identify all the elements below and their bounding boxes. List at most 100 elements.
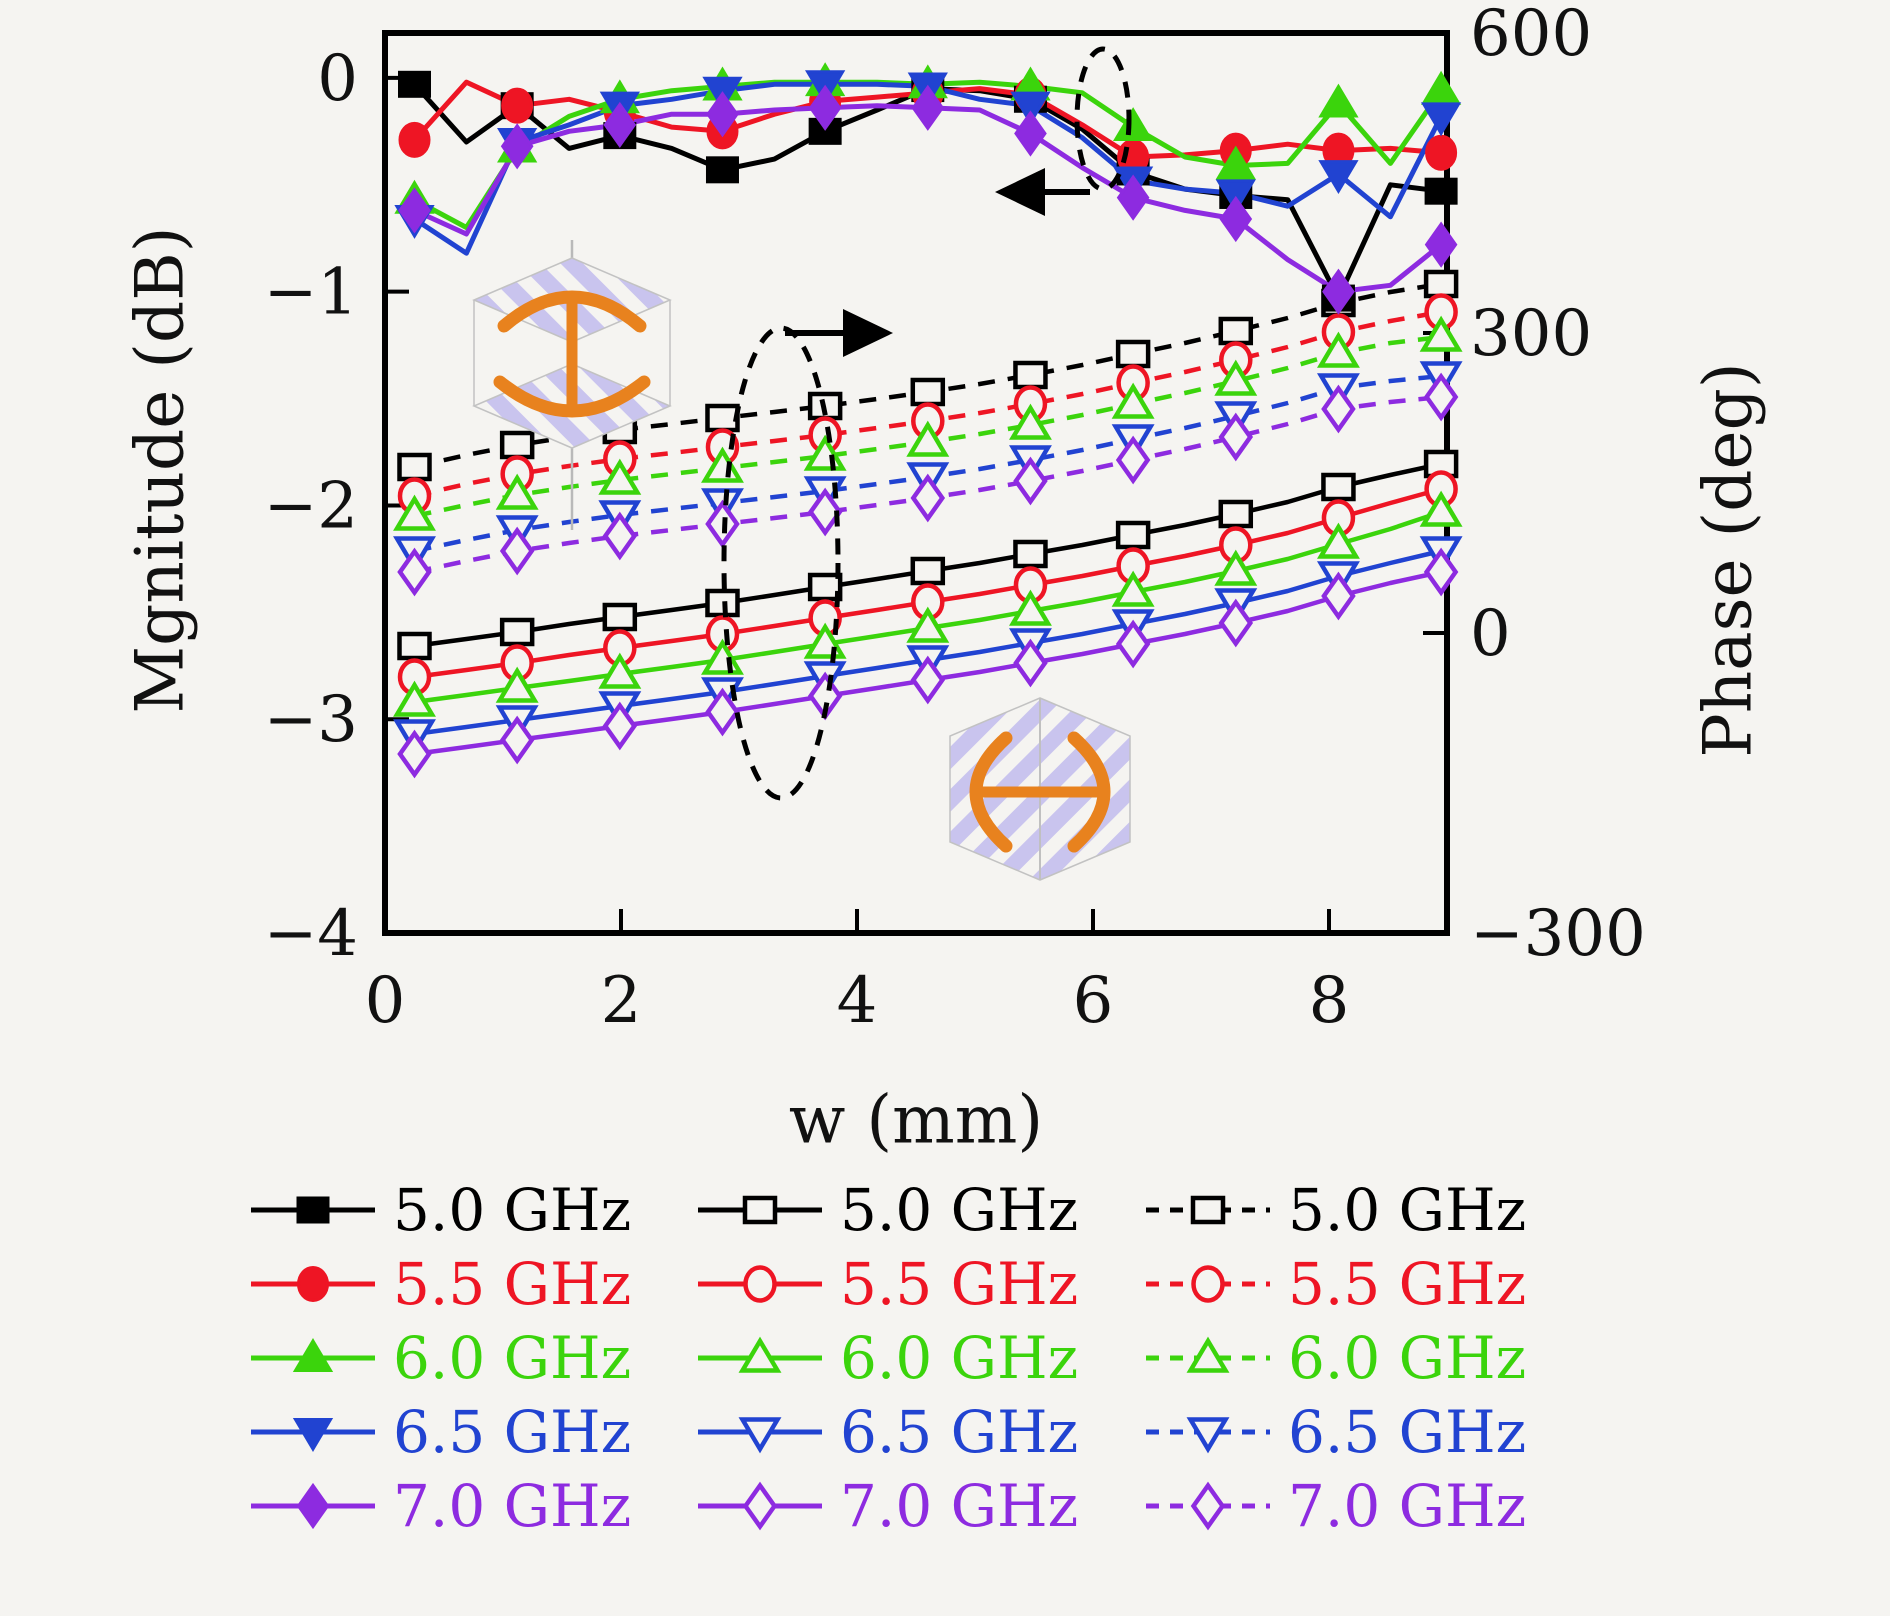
x-tick-label: 2 [601,964,642,1038]
legend-entry-col1-70GHz: 7.0 GHz [251,1472,631,1540]
diamond-open-marker [602,701,638,751]
circle-open-marker [1191,1265,1225,1303]
magnitude-axis-pointer [995,46,1132,216]
diamond-filled-marker [1322,268,1355,315]
triangle-up-filled-marker [292,1338,334,1372]
legend-label: 6.0 GHz [1288,1324,1526,1392]
diamond-open-marker [1013,456,1048,506]
diamond-filled-marker [500,123,534,170]
triangle-up-filled-marker [1420,70,1462,105]
triangle-up-open-marker [1214,359,1258,396]
triangle-up-open-marker [738,1336,782,1373]
square-open-marker [1013,360,1048,390]
square-open-marker [705,403,740,433]
triangle-down-open-marker [1186,1417,1230,1454]
circle-filled-marker [1425,134,1458,171]
legend-entry-col3-50GHz: 5.0 GHz [1146,1176,1526,1244]
diamond-open-marker [397,729,432,779]
diamond-filled-marker [911,84,945,131]
diamond-open-marker [499,526,535,576]
triangle-up-open-marker [1419,315,1463,352]
triangle-up-open-marker [1316,522,1360,559]
diamond-filled-marker [1014,110,1047,157]
y-left-tick-label: −4 [264,897,358,971]
square-open-marker [1321,472,1356,502]
square-open-marker [602,602,638,632]
triangle-up-open-marker [906,606,950,643]
diamond-open-marker [1013,638,1048,688]
diamond-filled-marker [603,101,637,149]
triangle-up-open-marker [598,652,642,689]
srr-bottom-arc [493,375,651,418]
diamond-open-marker [1321,384,1356,434]
diamond-open-marker [499,715,535,765]
series-markers-ph-solid-55 [397,470,1458,696]
square-filled-marker [1424,177,1458,205]
diamond-filled-marker [706,91,739,138]
phase-axis-pointer [721,309,893,801]
diamond-open-marker [1218,598,1254,648]
plot-frame [382,30,1450,936]
diamond-open-marker [742,1481,778,1531]
y-left-tick-label: 0 [317,42,358,116]
legend-entry-col1-55GHz: 5.5 GHz [251,1250,631,1318]
diamond-filled-marker [398,187,431,234]
legend-entry-col1-65GHz: 6.5 GHz [251,1398,631,1466]
triangle-up-open-marker [393,680,436,717]
legend-entry-col3-65GHz: 6.5 GHz [1146,1398,1526,1466]
legend-label: 6.5 GHz [393,1398,631,1466]
series-markers-ph-solid-50 [397,449,1459,661]
series-group-phase-solid [393,449,1463,779]
series-markers-ph-dash-70 [397,372,1459,597]
legend-entry-col3-60GHz: 6.0 GHz [1146,1324,1526,1392]
square-open-marker [1218,499,1254,529]
diamond-filled-marker [1116,174,1150,221]
diamond-open-marker [910,655,946,705]
x-tick-label: 0 [365,964,406,1038]
diamond-open-marker [807,487,843,537]
square-open-marker [1218,316,1254,346]
square-filled-marker [398,70,431,98]
y-right-tick-label: 300 [1470,297,1592,371]
triangle-up-open-marker [1111,570,1155,607]
triangle-up-open-marker [1009,403,1052,440]
diamond-open-marker [910,473,946,523]
x-tick-label: 6 [1073,964,1114,1038]
legend-entry-col2-60GHz: 6.0 GHz [698,1324,1078,1392]
magnitude-axis-pointer-ellipse [1074,46,1132,192]
y-left-tick-label: −1 [264,256,358,330]
circle-filled-marker [501,87,534,124]
legend-entry-col2-70GHz: 7.0 GHz [698,1472,1078,1540]
square-open-marker [910,377,946,407]
square-open-marker [910,556,946,586]
circle-filled-marker [297,1266,329,1302]
legend-label: 6.5 GHz [1288,1398,1526,1466]
unit-cell-horizontal-srr [949,697,1131,881]
y-left-tick-label: −2 [264,469,358,543]
legend-label: 7.0 GHz [1288,1472,1526,1540]
legend-label: 5.5 GHz [840,1250,1078,1318]
triangle-up-filled-marker [1112,107,1154,142]
diamond-filled-marker [1424,221,1458,268]
square-open-marker [1013,539,1048,569]
triangle-up-open-marker [393,494,436,531]
square-open-marker [499,617,535,647]
diamond-open-marker [1423,372,1459,422]
diamond-open-marker [1115,619,1151,669]
square-open-marker [1115,520,1151,550]
legend-entry-col2-55GHz: 5.5 GHz [698,1250,1078,1318]
triangle-up-open-marker [495,473,539,510]
triangle-up-open-marker [1214,549,1258,586]
phase-axis-pointer-arrowhead [843,309,893,357]
series-group-phase-dashed [393,269,1463,597]
circle-open-marker [743,1265,777,1303]
x-axis-label: w (mm) [788,1081,1044,1159]
triangle-down-open-marker [738,1417,782,1454]
square-open-marker [397,452,432,482]
x-tick-label: 4 [837,964,878,1038]
legend-label: 6.0 GHz [840,1324,1078,1392]
square-open-marker [1190,1195,1226,1225]
